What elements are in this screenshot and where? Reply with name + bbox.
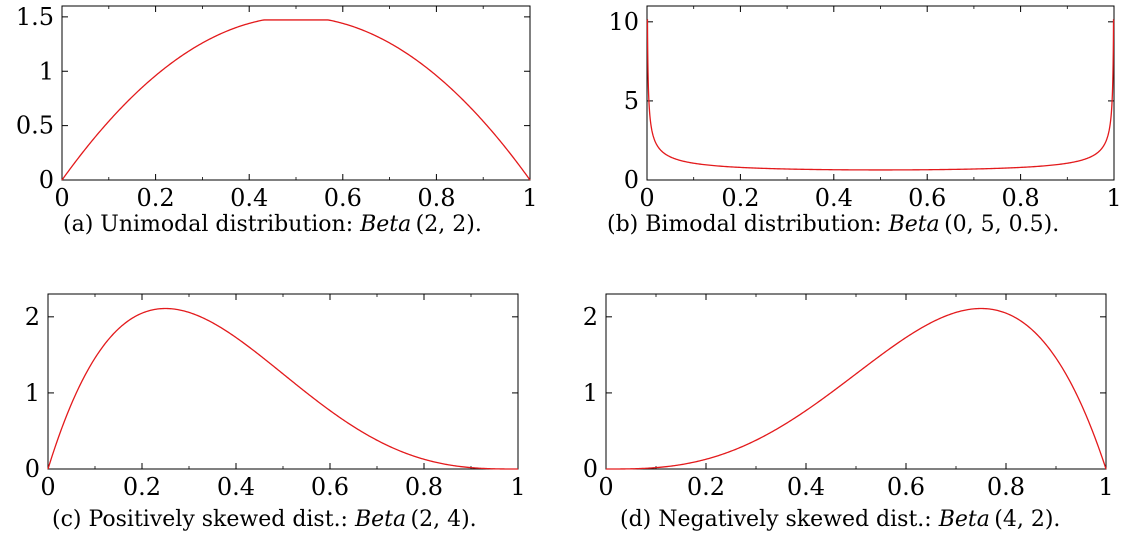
chart-caption-a: (a) Unimodal distribution: Beta (2, 2).	[63, 212, 482, 237]
series-line-c	[47, 307, 518, 470]
y-tick-label: 10	[608, 8, 639, 36]
x-tick-label: 1	[1098, 473, 1113, 501]
caption-args: (2, 2).	[415, 212, 482, 237]
x-tick-label: 0.4	[815, 184, 853, 212]
y-tick-label: 0	[624, 166, 639, 194]
x-tick-label: 0.4	[230, 184, 268, 212]
y-tick-label: 1.5	[16, 3, 54, 31]
series-line-a	[61, 19, 531, 181]
x-tick-label: 0.2	[721, 184, 759, 212]
y-tick-label: 1	[25, 379, 40, 407]
x-tick-label: 0.4	[787, 473, 825, 501]
y-tick-label: 1	[583, 379, 598, 407]
x-tick-label: 0.6	[324, 184, 362, 212]
x-tick-label: 0.6	[311, 473, 349, 501]
x-tick-label: 0.2	[687, 473, 725, 501]
x-tick-label: 0.2	[123, 473, 161, 501]
x-tick-label: 0.8	[417, 184, 455, 212]
y-tick-label: 0	[583, 455, 598, 483]
caption-math: Beta	[360, 212, 412, 237]
series-line-d	[606, 307, 1107, 470]
x-tick-label: 0.4	[217, 473, 255, 501]
caption-args: (4, 2).	[994, 507, 1061, 532]
x-tick-label: 0.6	[908, 184, 946, 212]
y-tick-label: 1	[39, 57, 54, 85]
axis-frame-b	[646, 5, 1115, 181]
chart-panel-c: 0 0.2 0.4 0.6 0.8 1 0 1 2 (c) Positively skewed …	[0, 274, 566, 548]
x-tick-label: 0.8	[987, 473, 1025, 501]
x-tick-label: 0	[598, 473, 613, 501]
caption-math: Beta	[938, 507, 990, 532]
caption-args: (0, 5, 0.5).	[944, 212, 1060, 237]
caption-math: Beta	[888, 212, 940, 237]
axis-frame-a	[61, 5, 531, 181]
chart-c: 0 0.2 0.4 0.6 0.8 1 0 1 2	[25, 293, 526, 501]
x-tick-label: 1	[1106, 184, 1121, 212]
x-tick-label: 0.8	[405, 473, 443, 501]
chart-panel-a: 0 0.2 0.4 0.6 0.8 1 0 0.5 1 1.5 (a) Unimodal dist…	[0, 0, 566, 274]
series-line-b	[646, 19, 1115, 171]
caption-prefix: (d) Negatively skewed dist.:	[620, 507, 939, 532]
x-tick-label: 1	[510, 473, 525, 501]
chart-caption-c: (c) Positively skewed dist.: Beta (2, 4)…	[52, 507, 477, 532]
y-tick-label: 2	[583, 303, 598, 331]
y-tick-label: 0	[39, 166, 54, 194]
chart-caption-b: (b) Bimodal distribution: Beta (0, 5, 0.…	[607, 212, 1059, 237]
chart-panel-d: 0 0.2 0.4 0.6 0.8 1 0 1 2 (d) Negatively skewed …	[566, 274, 1133, 548]
axis-frame-c	[47, 293, 519, 470]
caption-math: Beta	[354, 507, 407, 532]
chart-a: 0 0.2 0.4 0.6 0.8 1 0 0.5 1 1.5	[16, 3, 538, 212]
chart-panel-b: 0 0.2 0.4 0.6 0.8 1 0 5 10 (b) Bimodal distribut…	[566, 0, 1133, 274]
y-tick-label: 2	[25, 303, 40, 331]
x-tick-label: 0.2	[137, 184, 175, 212]
x-tick-label: 0	[639, 184, 654, 212]
chart-caption-d: (d) Negatively skewed dist.: Beta (4, 2)…	[620, 507, 1060, 532]
x-tick-label: 1	[522, 184, 537, 212]
y-tick-label: 0	[25, 455, 40, 483]
axis-frame-d	[605, 293, 1107, 470]
caption-prefix: (b) Bimodal distribution:	[607, 212, 889, 237]
x-tick-label: 0.8	[1002, 184, 1040, 212]
x-tick-label: 0	[54, 184, 69, 212]
y-tick-label: 0.5	[16, 112, 54, 140]
caption-prefix: (a) Unimodal distribution:	[63, 212, 361, 237]
x-tick-label: 0.6	[887, 473, 925, 501]
caption-args: (2, 4).	[410, 507, 477, 532]
x-tick-label: 0	[40, 473, 55, 501]
caption-prefix: (c) Positively skewed dist.:	[52, 507, 355, 532]
y-tick-label: 5	[624, 87, 639, 115]
chart-d: 0 0.2 0.4 0.6 0.8 1 0 1 2	[583, 293, 1114, 501]
